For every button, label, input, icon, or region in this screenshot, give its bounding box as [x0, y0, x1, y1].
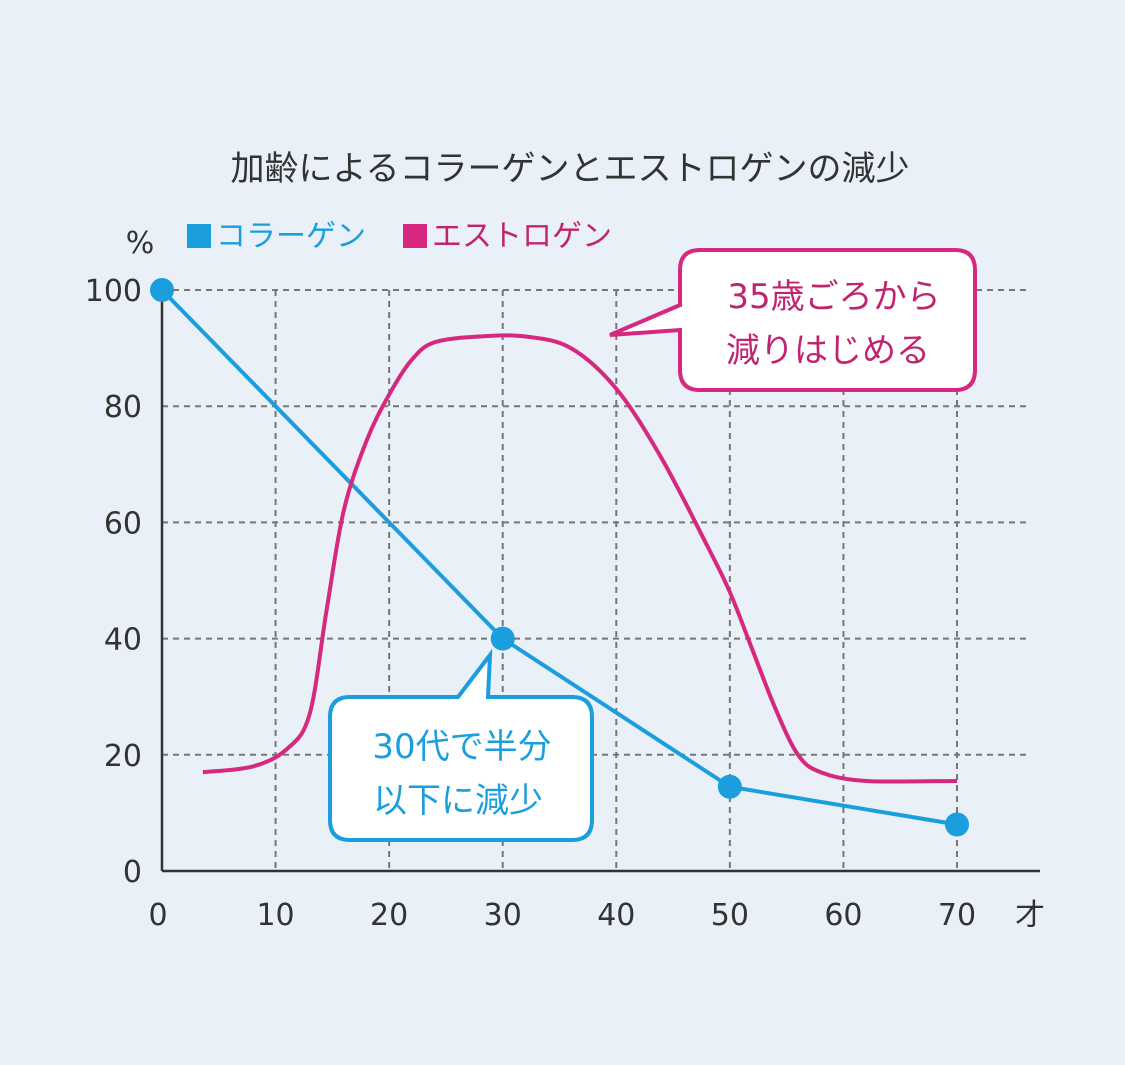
x-tick-label: 10: [256, 898, 294, 933]
y-axis-label: %: [126, 226, 155, 261]
data-point-collagen: [150, 278, 174, 302]
legend-label-collagen: コラーゲン: [216, 219, 366, 254]
x-tick-label: 50: [711, 898, 749, 933]
y-tick-label: 100: [85, 274, 142, 309]
y-tick-label: 20: [104, 739, 142, 774]
x-axis-label: 才: [1015, 898, 1045, 933]
x-tick-label: 70: [938, 898, 976, 933]
callout-collagen-line2: 以下に減少: [373, 781, 543, 821]
callout-collagen: 30代で半分 以下に減少: [328, 648, 594, 842]
data-point-collagen: [490, 626, 515, 651]
y-tick-label: 60: [104, 506, 142, 541]
legend-swatch-collagen: [187, 224, 211, 248]
callout-estrogen-line2: 減りはじめる: [726, 331, 930, 371]
y-tick-label: 80: [104, 390, 142, 425]
data-point-collagen: [945, 812, 969, 837]
series-line-estrogen: [202, 333, 958, 784]
x-tick-label: 60: [824, 898, 862, 933]
x-tick-label: 0: [148, 898, 167, 933]
legend-label-estrogen: エストロゲン: [432, 219, 612, 254]
x-tick-label: 20: [370, 898, 408, 933]
series-line-collagen: [160, 288, 958, 827]
ticks: 0 20 40 60 80 100 0 10 20 30 40 50 60 70: [85, 274, 976, 933]
x-tick-label: 30: [484, 898, 522, 933]
legend: コラーゲン エストロゲン: [187, 219, 612, 254]
data-point-collagen: [717, 774, 742, 799]
y-tick-label: 40: [104, 623, 142, 658]
callout-collagen-line1: 30代で半分: [372, 727, 551, 767]
y-tick-label: 0: [123, 855, 142, 890]
callout-estrogen-line1: 35歳ごろから: [727, 277, 940, 317]
legend-swatch-estrogen: [403, 224, 427, 248]
x-tick-label: 40: [597, 898, 635, 933]
callout-estrogen: 35歳ごろから 減りはじめる: [609, 248, 977, 392]
chart-title: 加齢によるコラーゲンとエストロゲンの減少: [231, 149, 910, 189]
series: [150, 278, 969, 837]
